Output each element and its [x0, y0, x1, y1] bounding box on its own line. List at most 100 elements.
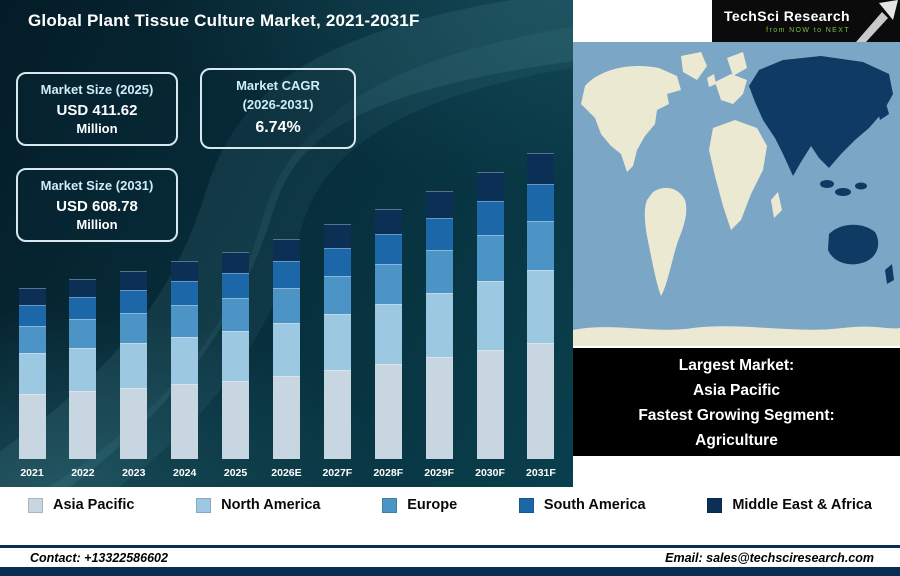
x-axis-label: 2030F	[475, 467, 505, 479]
info-box-title: Market Size (2031)	[40, 178, 154, 193]
bar-column-2025: 2025	[212, 252, 260, 479]
stacked-bar	[222, 252, 250, 459]
x-axis-label: 2022	[71, 467, 95, 479]
x-axis-label: 2027F	[322, 467, 353, 479]
bar-segment-north-america	[476, 281, 504, 350]
bar-segment-europe	[374, 264, 402, 304]
bar-column-2027f: 2027F	[313, 224, 361, 479]
logo-arrow-icon	[856, 0, 898, 42]
bar-segment-europe	[171, 305, 199, 337]
bar-segment-europe	[69, 319, 97, 348]
bar-segment-asia-pacific	[69, 391, 97, 459]
legend-label: Middle East & Africa	[732, 497, 872, 513]
legend-label: Europe	[407, 497, 458, 513]
footer-email: Email: sales@techsciresearch.com	[665, 551, 874, 565]
note-largest-market-label: Largest Market:	[678, 357, 795, 374]
bar-segment-asia-pacific	[425, 357, 453, 459]
bar-segment-north-america	[527, 270, 555, 343]
bar-column-2026e: 2026E	[262, 239, 310, 479]
page-title: Global Plant Tissue Culture Market, 2021…	[28, 11, 420, 30]
bar-segment-south-america	[69, 297, 97, 319]
stacked-bar	[120, 271, 148, 459]
legend-label: North America	[221, 497, 321, 513]
stacked-bar	[18, 288, 46, 459]
bar-segment-middle-east-africa	[323, 224, 351, 248]
bar-segment-south-america	[120, 290, 148, 313]
stacked-bar	[272, 239, 300, 459]
bar-segment-north-america	[171, 337, 199, 384]
bar-segment-europe	[18, 326, 46, 353]
bar-segment-europe	[222, 298, 250, 331]
info-box-unit: Million	[76, 121, 118, 137]
bar-segment-middle-east-africa	[120, 271, 148, 290]
info-box-market-cagr: Market CAGR (2026-2031) 6.74%	[200, 68, 356, 149]
bar-segment-middle-east-africa	[527, 153, 555, 184]
stacked-bar	[69, 279, 97, 459]
bar-column-2029f: 2029F	[415, 191, 463, 479]
bar-segment-middle-east-africa	[69, 279, 97, 297]
x-axis-label: 2031F	[526, 467, 556, 479]
info-box-unit: Million	[76, 217, 118, 233]
bar-segment-europe	[527, 221, 555, 270]
x-axis-label: 2023	[122, 467, 146, 479]
footer-bottom-bar	[0, 567, 900, 576]
bar-segment-asia-pacific	[272, 376, 300, 459]
legend-label: South America	[543, 497, 646, 513]
bar-column-2030f: 2030F	[466, 172, 514, 479]
info-box-value: USD 411.62	[56, 102, 138, 119]
bar-column-2028f: 2028F	[364, 209, 412, 479]
bar-segment-asia-pacific	[120, 388, 148, 459]
bar-segment-south-america	[171, 281, 199, 305]
bar-segment-asia-pacific	[476, 350, 504, 459]
bar-segment-north-america	[374, 304, 402, 364]
chart-panel: Global Plant Tissue Culture Market, 2021…	[0, 0, 573, 487]
bar-segment-north-america	[272, 323, 300, 376]
techsci-logo: TechSci Research from NOW to NEXT	[712, 0, 900, 42]
legend-label: Asia Pacific	[53, 497, 135, 513]
bar-segment-europe	[476, 235, 504, 281]
bar-segment-middle-east-africa	[272, 239, 300, 261]
bar-column-2031f: 2031F	[517, 153, 565, 479]
bar-segment-middle-east-africa	[171, 261, 199, 281]
info-box-value: 6.74%	[255, 119, 301, 136]
footer-contact: Contact: +13322586602	[30, 551, 168, 565]
bar-segment-europe	[120, 313, 148, 343]
x-axis-label: 2024	[172, 467, 197, 479]
stacked-bar	[171, 261, 199, 459]
bar-segment-middle-east-africa	[18, 288, 46, 305]
bar-column-2023: 2023	[110, 271, 158, 479]
bar-segment-europe	[272, 288, 300, 323]
bar-column-2021: 2021	[8, 288, 56, 479]
bar-segment-north-america	[120, 343, 148, 388]
logo-tagline-text: from NOW to NEXT	[766, 27, 850, 34]
info-box-title: Market CAGR	[236, 78, 320, 93]
bar-segment-north-america	[425, 293, 453, 357]
bar-segment-middle-east-africa	[476, 172, 504, 201]
chart-legend: Asia Pacific North America Europe South Ame…	[0, 497, 900, 513]
info-box-market-size-2025: Market Size (2025) USD 411.62 Million	[16, 72, 178, 147]
bar-segment-north-america	[222, 331, 250, 381]
legend-item-south-america: South America	[518, 497, 646, 513]
bar-segment-north-america	[18, 353, 46, 394]
info-box-market-size-2031: Market Size (2031) USD 608.78 Million	[16, 168, 178, 243]
legend-swatch	[196, 497, 212, 513]
legend-swatch	[28, 497, 43, 513]
legend-item-middle-east-africa: Middle East & Africa	[707, 497, 872, 513]
note-largest-market-value: Asia Pacific	[692, 382, 781, 399]
world-map	[573, 42, 900, 346]
bar-segment-north-america	[323, 314, 351, 370]
x-axis-label: 2025	[223, 467, 248, 479]
bar-segment-asia-pacific	[527, 343, 555, 459]
legend-swatch	[518, 497, 534, 513]
stacked-bar	[527, 153, 555, 459]
market-note-box: Largest Market: Asia Pacific Fastest Gro…	[573, 348, 900, 456]
legend-swatch	[382, 497, 398, 513]
bar-segment-south-america	[222, 273, 250, 298]
note-fastest-segment-label: Fastest Growing Segment:	[638, 407, 835, 424]
note-fastest-segment-value: Agriculture	[695, 432, 778, 449]
bar-column-2024: 2024	[161, 261, 209, 479]
stacked-bar	[425, 191, 453, 459]
bar-segment-south-america	[476, 201, 504, 235]
info-box-title: Market Size (2025)	[40, 82, 154, 97]
